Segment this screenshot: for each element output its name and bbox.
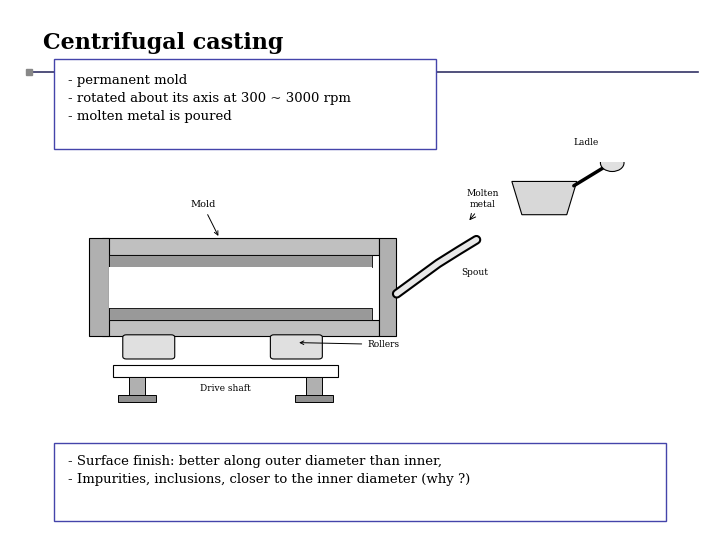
Bar — [295, 395, 333, 402]
Bar — [379, 239, 395, 336]
Bar — [129, 377, 145, 396]
Polygon shape — [512, 181, 577, 215]
Bar — [102, 320, 379, 336]
Bar — [113, 364, 338, 377]
Text: Ladle: Ladle — [573, 138, 598, 147]
Text: - Surface finish: better along outer diameter than inner,
- Impurities, inclusio: - Surface finish: better along outer dia… — [68, 455, 471, 486]
Bar — [306, 377, 323, 396]
Text: Spout: Spout — [462, 268, 489, 276]
Text: Mold: Mold — [190, 200, 218, 235]
Bar — [89, 239, 109, 336]
Bar — [118, 395, 156, 402]
FancyBboxPatch shape — [54, 59, 436, 149]
Circle shape — [600, 154, 624, 172]
Text: Drive shaft: Drive shaft — [200, 384, 251, 394]
Bar — [109, 308, 372, 320]
Text: Molten
metal: Molten metal — [466, 188, 498, 209]
Bar — [109, 267, 372, 308]
Bar — [109, 255, 372, 267]
Text: Centrifugal casting: Centrifugal casting — [43, 32, 284, 55]
Bar — [102, 239, 379, 255]
FancyBboxPatch shape — [54, 443, 666, 521]
Text: - permanent mold
- rotated about its axis at 300 ~ 3000 rpm
- molten metal is po: - permanent mold - rotated about its axi… — [68, 74, 351, 123]
FancyBboxPatch shape — [271, 335, 323, 359]
FancyBboxPatch shape — [123, 335, 175, 359]
Text: Rollers: Rollers — [300, 340, 400, 349]
